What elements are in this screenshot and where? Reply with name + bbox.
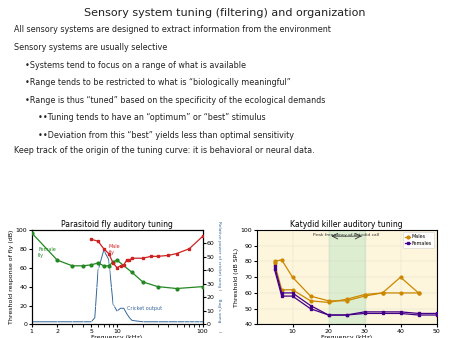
Text: ••Tuning tends to have an “optimum” or “best” stimulus: ••Tuning tends to have an “optimum” or “… [38,113,266,122]
Males [344,299,349,303]
Y-axis label: Threshold (dB SPL): Threshold (dB SPL) [234,248,239,307]
Males [308,294,313,298]
Text: All sensory systems are designed to extract information from the environment: All sensory systems are designed to extr… [14,25,330,34]
Legend: Males, Females: Males, Females [403,232,434,248]
Males [416,291,421,295]
Text: •Systems tend to focus on a range of what is available: •Systems tend to focus on a range of wha… [25,61,246,70]
Text: Keep track of the origin of the tuning curve: it is behavioral or neural data.: Keep track of the origin of the tuning c… [14,146,314,155]
Title: Katydid killer auditory tuning: Katydid killer auditory tuning [290,220,403,229]
Text: ••Deviation from this “best” yields less than optimal sensitivity: ••Deviation from this “best” yields less… [38,131,294,140]
Y-axis label: Threshold response of fly (dB): Threshold response of fly (dB) [9,230,14,324]
Females [344,313,349,317]
Line: Females: Females [273,265,438,316]
Males [279,258,284,262]
Females [290,291,295,295]
Females [362,311,367,315]
Text: Sensory systems are usually selective: Sensory systems are usually selective [14,43,167,52]
Text: Male
fly: Male fly [109,244,120,255]
X-axis label: Frequency (kHz): Frequency (kHz) [321,335,372,338]
Females [326,313,331,317]
Line: Males: Males [273,259,420,302]
Females [416,313,421,317]
Males [398,275,403,279]
Text: •Range is thus “tuned” based on the specificity of the ecological demands: •Range is thus “tuned” based on the spec… [25,96,325,105]
Y-axis label: Relative power of cricket song (      Bug's song      ): Relative power of cricket song ( Bug's s… [217,221,221,333]
Males [380,291,385,295]
Text: Peak frequency of katydid call: Peak frequency of katydid call [314,233,379,237]
Males [362,294,367,298]
Text: Cricket output: Cricket output [127,306,162,311]
Females [279,291,284,295]
Text: Female
fly: Female fly [38,247,56,258]
X-axis label: Frequency (kHz): Frequency (kHz) [91,335,143,338]
Text: Sensory system tuning (filtering) and organization: Sensory system tuning (filtering) and or… [84,8,366,19]
Females [272,264,277,268]
Title: Parasitoid fly auditory tuning: Parasitoid fly auditory tuning [61,220,173,229]
Bar [328,230,364,324]
Females [380,311,385,315]
Males [326,299,331,303]
Females [308,304,313,308]
Females [398,311,403,315]
Males [272,259,277,263]
Males [290,275,295,279]
Females [434,313,439,317]
Text: •Range tends to be restricted to what is “biologically meaningful”: •Range tends to be restricted to what is… [25,78,291,87]
